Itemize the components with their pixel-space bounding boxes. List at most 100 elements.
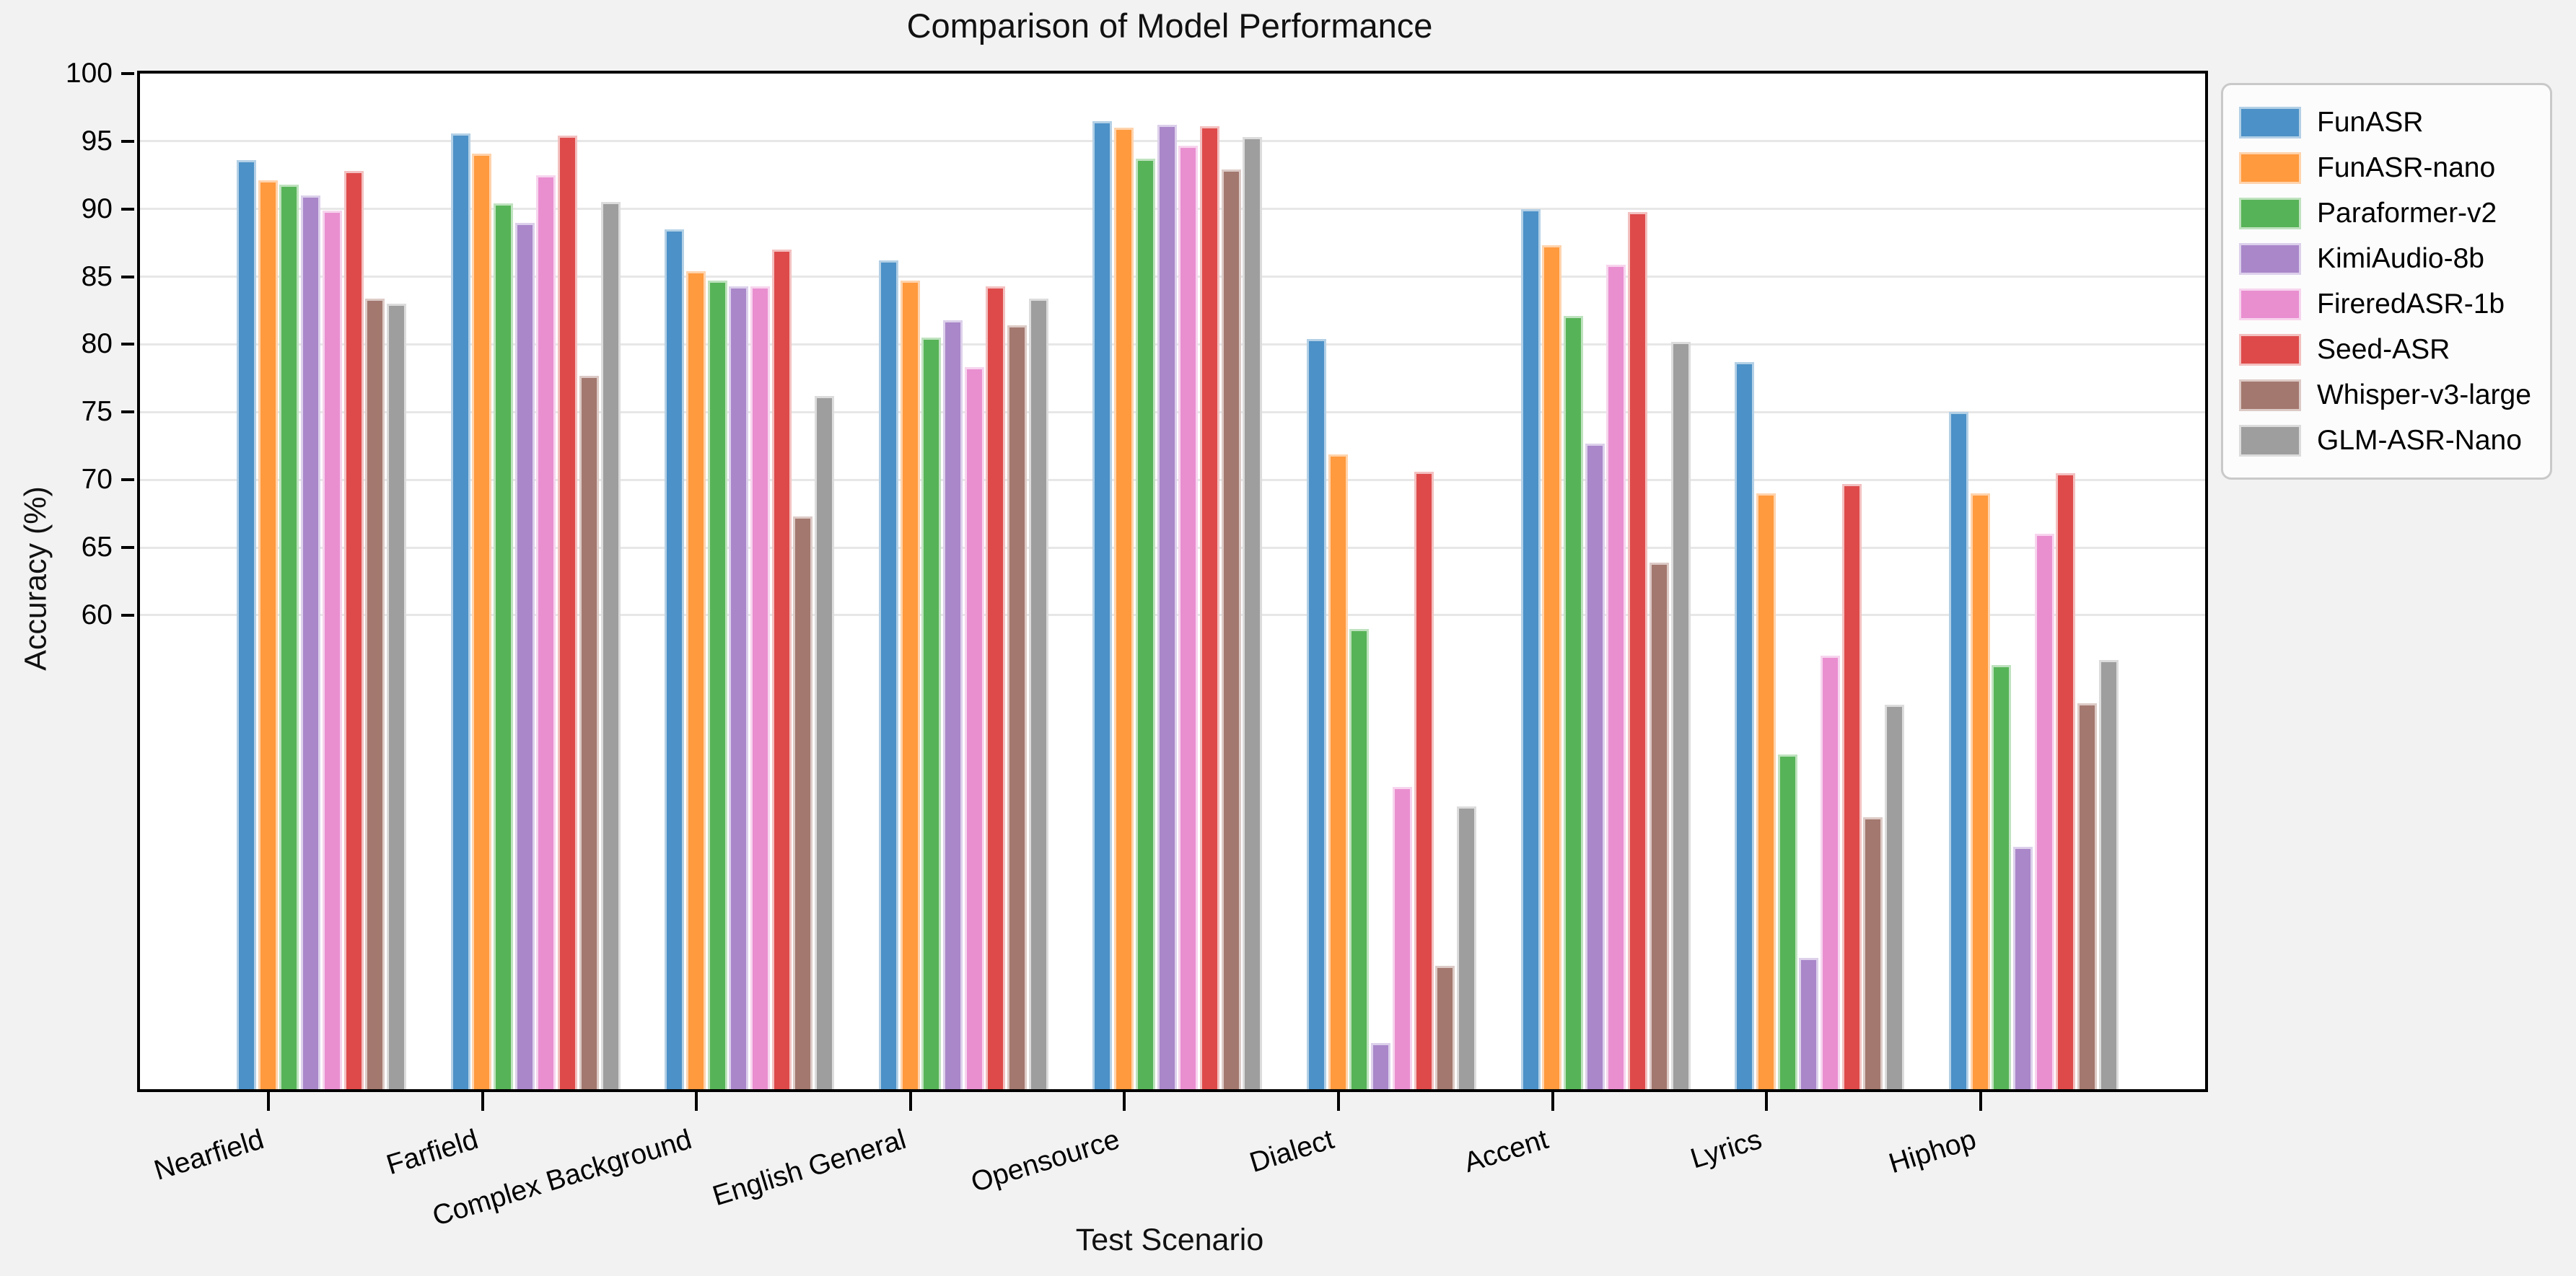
y-tick-mark-70 (121, 478, 134, 482)
x-tick-label-opensource: Opensource (968, 1124, 1123, 1199)
legend-item-kimiaudio-8b: KimiAudio-8b (2239, 236, 2531, 281)
legend-label-funasr: FunASR (2317, 106, 2424, 138)
bar-seed-asr-lyrics (1841, 483, 1862, 1089)
bar-funasr-nano-farfield (472, 153, 492, 1089)
y-tick-mark-80 (121, 343, 134, 346)
legend-item-whisper-v3-large: Whisper-v3-large (2239, 372, 2531, 418)
bar-fireredasr-1b-opensource (1178, 145, 1199, 1089)
bar-kimiaudio-8b-farfield (514, 222, 535, 1089)
bar-seed-asr-farfield (558, 136, 578, 1089)
bar-funasr-accent (1520, 208, 1541, 1089)
legend-item-paraformer-v2: Paraformer-v2 (2239, 190, 2531, 236)
bar-fireredasr-1b-nearfield (322, 210, 342, 1089)
y-tick-label-80: 80 (81, 328, 113, 360)
bar-fireredasr-1b-english-general (964, 367, 984, 1089)
legend-item-funasr: FunASR (2239, 100, 2531, 145)
bar-funasr-complex-background (665, 229, 685, 1089)
bar-fireredasr-1b-hiphop (2034, 534, 2054, 1089)
bar-fireredasr-1b-farfield (536, 175, 556, 1089)
bar-seed-asr-english-general (986, 286, 1006, 1089)
bar-glm-asr-nano-accent (1670, 341, 1691, 1089)
legend-item-fireredasr-1b: FireredASR-1b (2239, 281, 2531, 327)
y-axis-title: Accuracy (%) (18, 486, 53, 671)
bar-seed-asr-hiphop (2056, 472, 2076, 1089)
bar-seed-asr-complex-background (771, 250, 792, 1089)
bar-whisper-v3-large-complex-background (793, 516, 813, 1089)
x-tick-mark-lyrics (1765, 1092, 1769, 1111)
bar-kimiaudio-8b-lyrics (1799, 957, 1819, 1089)
x-tick-mark-dialect (1337, 1092, 1340, 1111)
bar-glm-asr-nano-dialect (1456, 806, 1476, 1089)
y-tick-label-95: 95 (81, 125, 113, 157)
bar-glm-asr-nano-nearfield (386, 304, 406, 1089)
bar-seed-asr-dialect (1414, 471, 1434, 1089)
bar-kimiaudio-8b-opensource (1157, 125, 1177, 1089)
bar-fireredasr-1b-lyrics (1821, 656, 1840, 1089)
bar-paraformer-v2-farfield (494, 203, 513, 1089)
x-tick-mark-farfield (481, 1092, 484, 1111)
x-tick-mark-hiphop (1979, 1092, 1982, 1111)
bar-kimiaudio-8b-nearfield (301, 195, 321, 1089)
legend-swatch-kimiaudio-8b (2239, 242, 2301, 275)
x-tick-label-dialect: Dialect (1245, 1124, 1338, 1179)
bar-glm-asr-nano-complex-background (815, 395, 835, 1089)
bar-paraformer-v2-opensource (1135, 159, 1155, 1089)
bar-kimiaudio-8b-hiphop (2012, 846, 2033, 1089)
y-tick-mark-60 (121, 613, 134, 617)
bar-seed-asr-opensource (1199, 126, 1219, 1089)
x-tick-label-nearfield: Nearfield (150, 1124, 268, 1187)
bar-paraformer-v2-complex-background (707, 281, 727, 1089)
bar-fireredasr-1b-complex-background (750, 286, 770, 1089)
bar-funasr-english-general (878, 260, 898, 1089)
bar-whisper-v3-large-hiphop (2077, 703, 2097, 1089)
bar-funasr-nano-opensource (1114, 128, 1134, 1089)
x-tick-label-accent: Accent (1460, 1124, 1552, 1179)
x-tick-label-lyrics: Lyrics (1687, 1124, 1766, 1175)
y-tick-label-60: 60 (81, 599, 113, 630)
bar-kimiaudio-8b-dialect (1371, 1043, 1391, 1089)
y-tick-mark-95 (121, 139, 134, 143)
legend-label-glm-asr-nano: GLM-ASR-Nano (2317, 424, 2522, 456)
bar-funasr-hiphop (1948, 412, 1968, 1089)
legend-swatch-whisper-v3-large (2239, 379, 2301, 411)
bar-paraformer-v2-accent (1564, 316, 1583, 1089)
legend-label-funasr-nano: FunASR-nano (2317, 151, 2496, 183)
bar-whisper-v3-large-lyrics (1863, 817, 1883, 1089)
legend-item-funasr-nano: FunASR-nano (2239, 145, 2531, 190)
x-tick-mark-complex-background (695, 1092, 698, 1111)
y-tick-label-65: 65 (81, 532, 113, 563)
x-tick-mark-accent (1551, 1092, 1554, 1111)
bar-fireredasr-1b-accent (1606, 264, 1626, 1089)
y-tick-mark-85 (121, 275, 134, 278)
legend-label-kimiaudio-8b: KimiAudio-8b (2317, 242, 2484, 274)
legend-swatch-funasr-nano (2239, 151, 2301, 184)
x-tick-label-hiphop: Hiphop (1885, 1124, 1980, 1180)
bar-funasr-opensource (1092, 120, 1113, 1089)
bar-whisper-v3-large-farfield (579, 375, 599, 1089)
bar-seed-asr-accent (1628, 211, 1648, 1089)
bar-funasr-nano-accent (1542, 245, 1562, 1089)
bar-paraformer-v2-dialect (1349, 628, 1370, 1089)
bar-whisper-v3-large-dialect (1435, 966, 1455, 1089)
chart-title: Comparison of Model Performance (906, 6, 1433, 45)
bar-paraformer-v2-lyrics (1777, 754, 1797, 1089)
bar-glm-asr-nano-opensource (1243, 137, 1263, 1089)
x-tick-label-farfield: Farfield (382, 1124, 482, 1182)
bar-fireredasr-1b-dialect (1392, 787, 1412, 1089)
x-tick-label-english-general: English General (709, 1124, 910, 1213)
bar-glm-asr-nano-farfield (600, 202, 621, 1089)
y-tick-mark-100 (121, 72, 134, 75)
legend-label-paraformer-v2: Paraformer-v2 (2317, 197, 2497, 229)
legend-swatch-glm-asr-nano (2239, 424, 2301, 457)
legend-swatch-seed-asr (2239, 333, 2301, 366)
bar-kimiaudio-8b-accent (1585, 443, 1605, 1089)
bar-paraformer-v2-hiphop (1992, 665, 2012, 1089)
bar-funasr-nano-nearfield (258, 180, 278, 1089)
legend-label-fireredasr-1b: FireredASR-1b (2317, 288, 2505, 320)
legend-swatch-paraformer-v2 (2239, 197, 2301, 229)
bar-kimiaudio-8b-english-general (942, 320, 963, 1089)
bar-whisper-v3-large-accent (1649, 562, 1669, 1089)
legend-box: FunASR FunASR-nano Paraformer-v2 KimiAudio-… (2221, 83, 2552, 480)
legend-item-seed-asr: Seed-ASR (2239, 327, 2531, 372)
y-tick-mark-90 (121, 207, 134, 211)
